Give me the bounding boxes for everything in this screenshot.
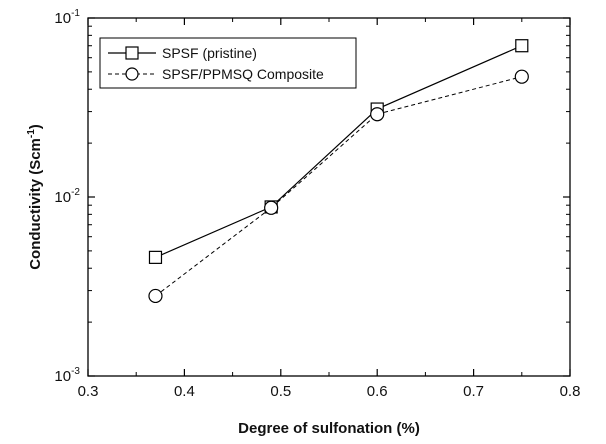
series-line-0 [155,45,523,258]
x-tick-label: 0.3 [78,383,99,400]
x-tick-label: 0.8 [560,383,581,400]
y-tick-base: 10 [54,368,71,385]
y-axis-title-sup: -1 [26,129,37,138]
data-point-square [515,39,529,53]
y-tick-exponent: -1 [71,8,80,19]
legend-label-composite: SPSF/PPMSQ Composite [162,66,324,82]
y-tick-label: 10-3 [54,366,80,385]
series-layer [148,39,529,304]
y-axis-title: Conductivity (Scm-1) [26,124,44,270]
legend-box [99,37,357,89]
legend-marker-square [125,46,139,60]
y-tick-exponent: -3 [71,366,80,377]
y-tick-label: 10-2 [54,187,80,206]
legend: SPSF (pristine) SPSF/PPMSQ Composite [99,37,357,89]
y-tick-label: 10-1 [54,8,80,27]
x-tick-label: 0.4 [174,383,195,400]
data-point-square [148,250,163,264]
y-axis-title-close: ) [27,124,44,129]
x-tick-label: 0.6 [367,383,388,400]
x-tick-label: 0.5 [270,383,291,400]
data-point-circle [514,69,529,84]
data-point-circle [148,288,163,304]
x-axis-ticks: 0.3 0.4 0.5 0.6 0.7 0.8 [78,18,581,400]
y-axis-ticks: 10-310-210-1 [54,8,570,385]
y-axis-title-main: Conductivity (Scm [27,138,44,270]
legend-marker-circle [125,67,139,81]
series-line-1 [155,76,522,297]
data-point-circle [264,200,279,215]
y-tick-base: 10 [54,10,71,27]
data-point-circle [370,107,385,122]
y-tick-exponent: -2 [71,187,80,198]
legend-label-spsf: SPSF (pristine) [162,45,257,61]
x-tick-label: 0.7 [463,383,484,400]
y-tick-base: 10 [54,189,71,206]
x-axis-title: Degree of sulfonation (%) [238,420,420,437]
